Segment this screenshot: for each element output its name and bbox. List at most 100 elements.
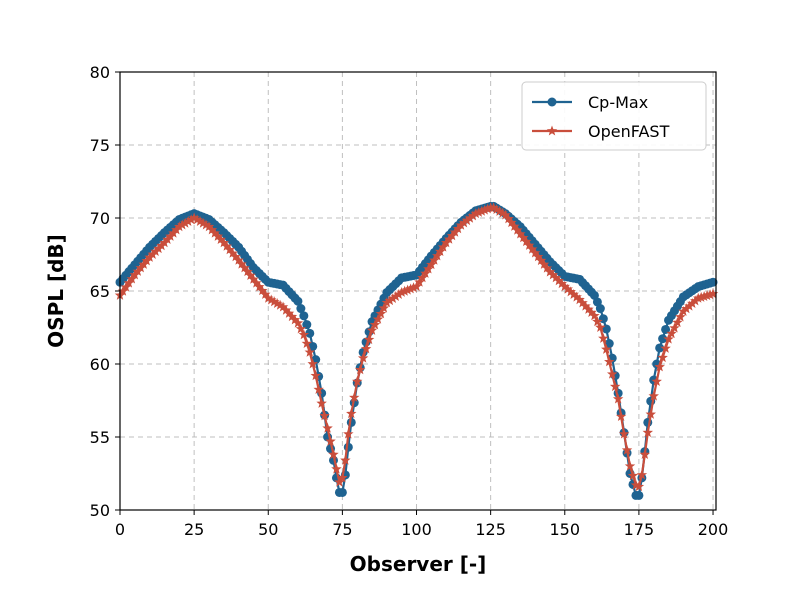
data-point-openfast: [251, 277, 262, 288]
data-point-openfast: [129, 269, 141, 280]
data-point-cp-max: [337, 487, 347, 497]
data-point-openfast: [541, 262, 553, 273]
data-point-openfast: [191, 214, 203, 225]
data-point-openfast: [523, 239, 535, 250]
data-point-openfast: [372, 313, 384, 324]
data-point-openfast: [684, 300, 695, 311]
data-point-openfast: [230, 251, 241, 262]
data-point-openfast: [248, 273, 259, 284]
data-point-openfast: [491, 204, 502, 215]
x-tick-label: 100: [401, 520, 432, 539]
data-point-openfast: [518, 232, 529, 243]
data-point-openfast: [586, 307, 597, 318]
data-point-openfast: [544, 266, 556, 277]
x-tick-label: 150: [550, 520, 581, 539]
data-point-openfast: [280, 304, 292, 315]
data-point-openfast: [595, 322, 606, 332]
y-axis-label: OSPL [dB]: [44, 234, 68, 348]
data-point-openfast: [648, 390, 659, 401]
data-point-openfast: [277, 301, 289, 312]
data-point-openfast: [260, 289, 271, 299]
data-point-cp-max: [343, 442, 353, 452]
data-point-openfast: [402, 284, 413, 295]
axis-ticks: 0 25 50 75 100 125 150 175 200 50 55 60 65 70 75 80: [90, 63, 729, 539]
data-point-openfast: [182, 216, 194, 226]
data-point-openfast: [681, 303, 692, 314]
data-point-openfast: [295, 323, 307, 334]
data-point-cp-max: [655, 343, 665, 353]
data-point-openfast: [529, 247, 541, 258]
data-point-openfast: [440, 237, 452, 248]
data-point-openfast: [218, 237, 230, 248]
data-point-openfast: [349, 392, 360, 403]
data-point-openfast: [657, 352, 668, 363]
data-point-openfast: [393, 289, 404, 299]
data-point-openfast: [503, 213, 514, 224]
data-point-openfast: [515, 228, 526, 239]
data-point-openfast: [283, 307, 295, 318]
data-point-cp-max: [634, 490, 644, 500]
data-point-openfast: [224, 244, 235, 255]
data-point-openfast: [337, 472, 348, 483]
data-point-openfast: [701, 290, 713, 301]
data-point-openfast: [565, 286, 576, 297]
data-point-openfast: [636, 469, 648, 480]
data-point-cp-max: [708, 277, 718, 287]
data-point-openfast: [206, 224, 218, 235]
legend-marker-openfast: [546, 125, 558, 136]
data-point-openfast: [663, 333, 674, 344]
data-point-openfast: [446, 230, 458, 241]
data-point-openfast: [180, 217, 191, 228]
data-point-openfast: [177, 219, 188, 230]
data-point-openfast: [156, 240, 167, 251]
data-point-openfast: [618, 428, 630, 439]
data-point-openfast: [630, 479, 642, 490]
data-point-openfast: [589, 310, 600, 321]
series-layer: [114, 201, 719, 500]
data-point-openfast: [651, 376, 662, 386]
data-point-cp-max: [308, 341, 318, 351]
data-point-openfast: [577, 297, 588, 308]
data-point-openfast: [547, 269, 559, 280]
data-point-openfast: [654, 361, 665, 372]
data-point-openfast: [473, 206, 485, 217]
data-point-cp-max: [595, 304, 605, 314]
data-point-openfast: [351, 376, 363, 386]
data-point-openfast: [215, 234, 227, 245]
data-point-openfast: [168, 227, 179, 238]
y-tick-label: 80: [90, 63, 110, 82]
data-point-openfast: [343, 428, 354, 439]
data-point-openfast: [461, 215, 473, 226]
data-point-openfast: [601, 343, 612, 354]
data-point-openfast: [624, 460, 636, 471]
data-point-openfast: [621, 444, 633, 455]
x-tick-label: 0: [115, 520, 125, 539]
data-point-openfast: [538, 258, 550, 269]
data-point-cp-max: [305, 328, 315, 338]
data-point-openfast: [467, 210, 479, 221]
data-point-openfast: [346, 408, 357, 419]
data-point-openfast: [535, 255, 547, 266]
data-point-openfast: [245, 270, 256, 280]
data-point-openfast: [604, 356, 615, 367]
data-point-openfast: [265, 294, 277, 305]
data-point-openfast: [506, 217, 517, 228]
data-point-openfast: [482, 203, 493, 214]
data-point-openfast: [512, 224, 523, 235]
data-point-openfast: [449, 226, 461, 237]
data-point-openfast: [690, 295, 701, 306]
y-tick-label: 60: [90, 355, 110, 374]
data-point-openfast: [263, 292, 274, 303]
data-point-openfast: [147, 249, 158, 259]
y-tick-label: 70: [90, 209, 110, 228]
data-point-openfast: [162, 234, 173, 245]
data-point-openfast: [236, 258, 247, 269]
data-point-openfast: [580, 300, 591, 311]
data-point-cp-max: [658, 334, 668, 344]
data-point-openfast: [509, 220, 520, 231]
data-point-openfast: [583, 303, 594, 314]
data-point-openfast: [378, 302, 390, 313]
data-point-openfast: [464, 212, 476, 223]
data-point-openfast: [497, 207, 508, 218]
